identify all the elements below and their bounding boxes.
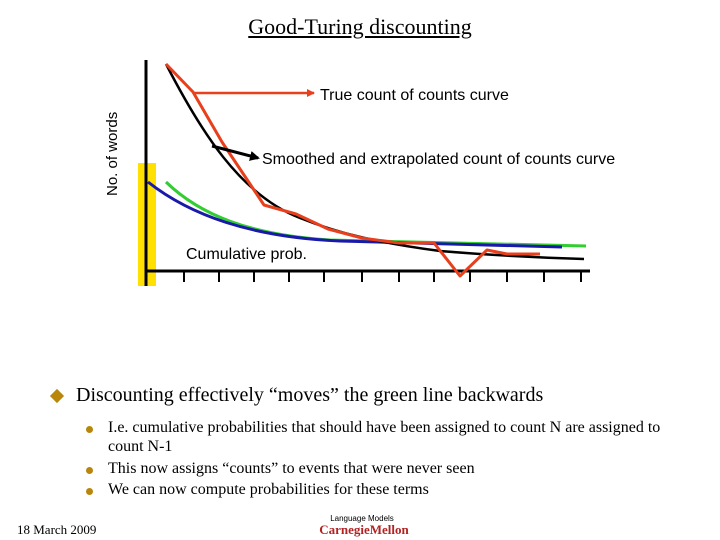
slide-date: 18 March 2009 [17,522,97,537]
true-curve-label: True count of counts curve [320,87,509,104]
cumulative-prob-label: Cumulative prob. [186,246,307,263]
slide-title: Good-Turing discounting [248,14,472,39]
smoothed-curve-arrow [211,144,260,161]
cumulative-green-curve [164,180,587,248]
sub-bullet-1: I.e. cumulative probabilities that shoul… [108,419,661,455]
sub-bullet-3: We can now compute probabilities for the… [108,481,429,498]
university-logo: CarnegieMellon [319,522,409,537]
y-axis-label: No. of words [104,111,121,196]
cumulative-blue-curve [147,180,563,249]
smoothed-curve-label: Smoothed and extrapolated count of count… [262,151,616,168]
main-bullet-text: Discounting effectively “moves” the gree… [76,384,544,406]
course-name: Language Models [330,514,394,523]
sub-bullet-dot-icon [86,467,93,474]
true-count-curve [164,62,540,278]
sub-bullet-dot-icon [86,426,93,433]
sub-bullet-dot-icon [86,488,93,495]
x-axis-ticks [183,271,582,282]
sub-bullet-2: This now assigns “counts” to events that… [108,460,475,477]
